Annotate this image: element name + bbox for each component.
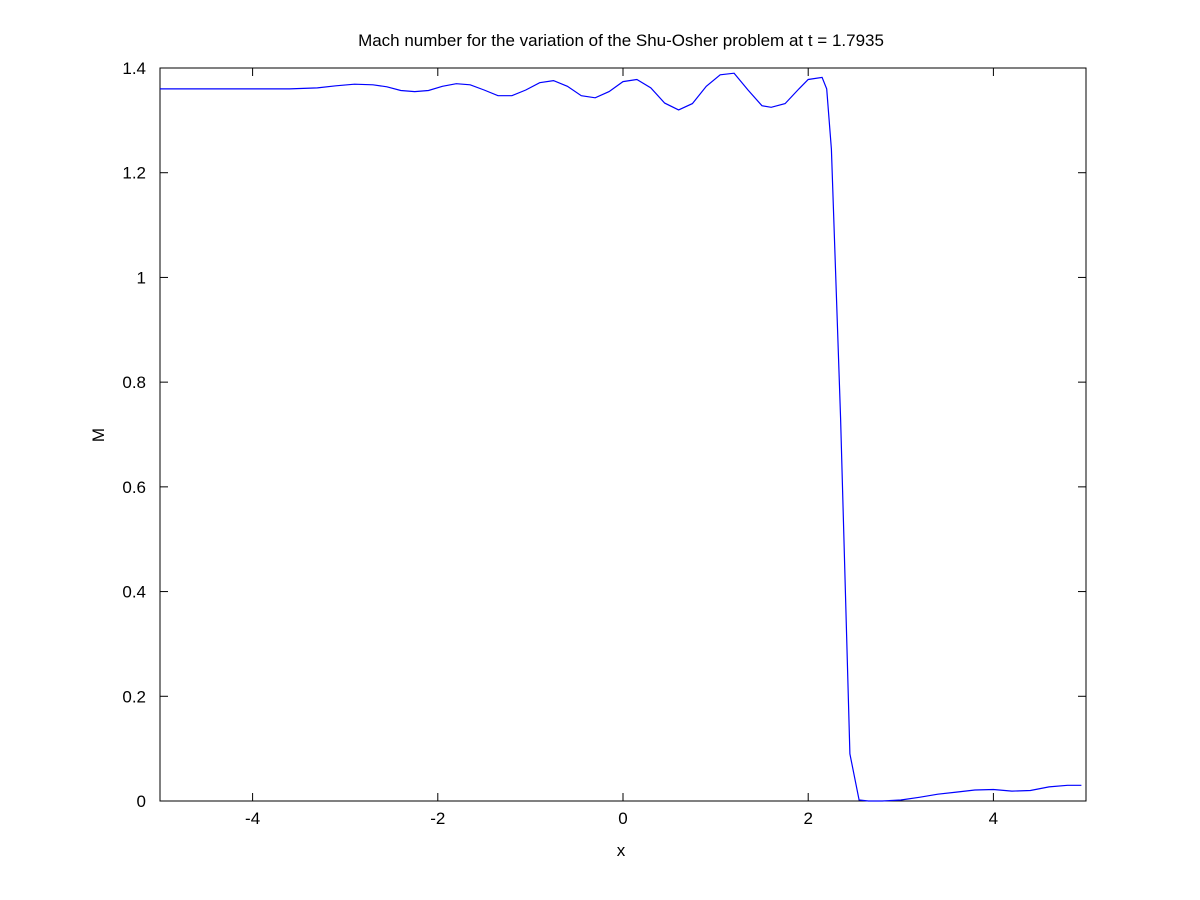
x-axis-label: x [617,841,626,860]
y-axis-label: M [89,428,108,442]
x-tick-label: 2 [803,809,812,828]
y-tick-label: 1.2 [122,164,146,183]
chart-title: Mach number for the variation of the Shu… [358,31,884,50]
x-tick-label: -4 [245,809,260,828]
y-tick-label: 1 [137,268,146,287]
tick-labels: -4 -2 0 2 4 0 0.2 0.4 0.6 0.8 1 1.2 1.4 [122,59,998,828]
y-tick-label: 0.8 [122,373,146,392]
y-tick-label: 0.2 [122,687,146,706]
series-line-mach-number [160,72,1082,802]
y-tick-label: 0 [137,792,146,811]
y-tick-label: 0.4 [122,583,146,602]
y-tick-label: 1.4 [122,59,146,78]
x-tick-label: -2 [430,809,445,828]
x-tick-label: 4 [989,809,998,828]
x-tick-label: 0 [618,809,627,828]
y-tick-label: 0.6 [122,478,146,497]
axis-ticks [160,67,1086,802]
